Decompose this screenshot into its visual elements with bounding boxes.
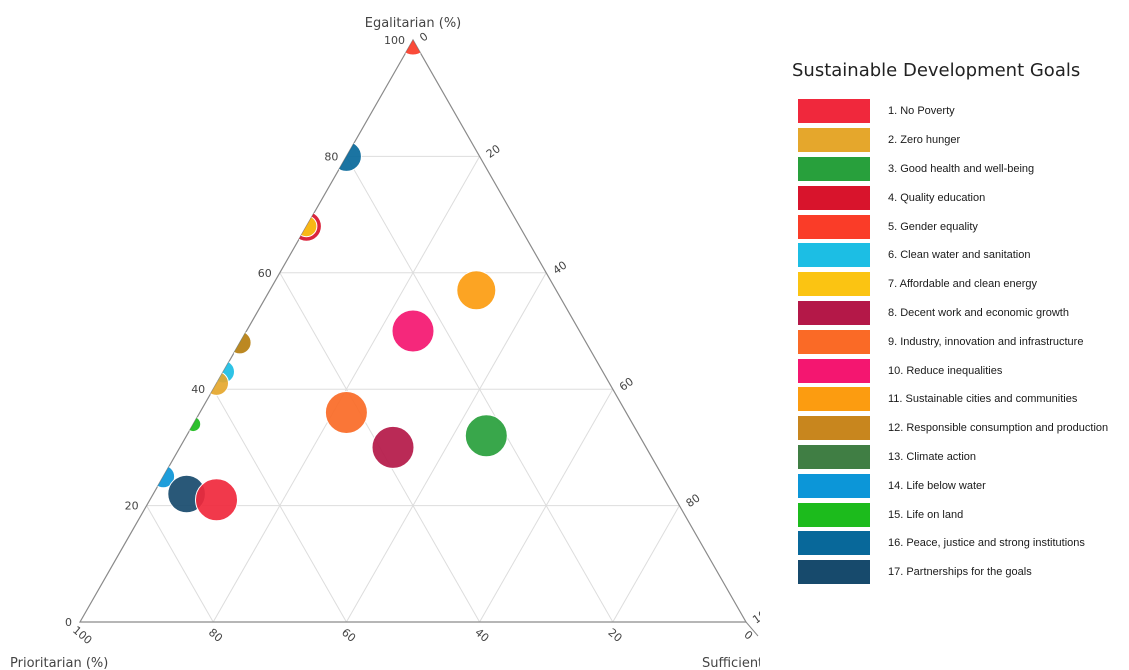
data-point-sdg-3 bbox=[464, 414, 508, 458]
gridline-sufficientarian bbox=[345, 272, 547, 623]
legend-item: 11. Sustainable cities and communities bbox=[792, 385, 1129, 414]
triangle-frame bbox=[78, 38, 759, 637]
legend-swatch bbox=[798, 329, 870, 354]
legend-label: 5. Gender equality bbox=[888, 220, 978, 233]
legend-swatch bbox=[798, 99, 870, 124]
legend-item: 2. Zero hunger bbox=[792, 126, 1129, 155]
tick-label-egalitarian: 20 bbox=[125, 500, 139, 513]
legend-label: 2. Zero hunger bbox=[888, 134, 961, 147]
legend-item: 1. No Poverty bbox=[792, 97, 1129, 126]
tick-label-egalitarian: 60 bbox=[258, 267, 272, 280]
legend-label: 16. Peace, justice and strong institutio… bbox=[888, 537, 1085, 550]
tick-label-egalitarian: 40 bbox=[191, 383, 205, 396]
legend-item: 3. Good health and well-being bbox=[792, 155, 1129, 184]
tick-label-sufficientarian: 60 bbox=[617, 375, 636, 394]
data-point-sdg-1 bbox=[195, 478, 238, 522]
axis-titles: Egalitarian (%) Prioritarian (%) Sufficien… bbox=[10, 16, 760, 670]
legend-item: 4. Quality education bbox=[792, 183, 1129, 212]
tick-label-sufficientarian: 0 bbox=[417, 30, 430, 45]
gridline-sufficientarian bbox=[479, 388, 614, 623]
legend: Sustainable Development Goals 1. No Pove… bbox=[792, 60, 1129, 587]
legend-swatch bbox=[798, 416, 870, 441]
data-point-sdg-10 bbox=[391, 309, 435, 353]
legend-item: 12. Responsible consumption and producti… bbox=[792, 414, 1129, 443]
tick-label-sufficientarian: 100 bbox=[750, 604, 760, 627]
legend-swatch bbox=[798, 444, 870, 469]
tick-label-egalitarian: 0 bbox=[65, 616, 72, 629]
legend-label: 10. Reduce inequalities bbox=[888, 364, 1003, 377]
legend-swatch bbox=[798, 156, 870, 181]
data-points bbox=[151, 40, 508, 522]
axis-title-sufficientarian: Sufficientarian (%) bbox=[702, 656, 760, 670]
data-point-sdg-8 bbox=[371, 425, 415, 469]
legend-item: 15. Life on land bbox=[792, 500, 1129, 529]
legend-label: 7. Affordable and clean energy bbox=[888, 278, 1038, 291]
legend-item: 6. Clean water and sanitation bbox=[792, 241, 1129, 270]
gridline-sufficientarian bbox=[612, 505, 680, 623]
legend-swatch bbox=[798, 128, 870, 153]
legend-swatch bbox=[798, 300, 870, 325]
legend-swatch bbox=[798, 358, 870, 383]
legend-swatch bbox=[798, 185, 870, 210]
legend-item: 10. Reduce inequalities bbox=[792, 356, 1129, 385]
points-group bbox=[151, 40, 508, 522]
tick-label-prioritarian: 100 bbox=[70, 624, 94, 647]
legend-label: 12. Responsible consumption and producti… bbox=[888, 422, 1109, 435]
data-point-sdg-9 bbox=[324, 391, 368, 434]
axis-title-egalitarian: Egalitarian (%) bbox=[365, 16, 462, 31]
tick-label-prioritarian: 0 bbox=[741, 628, 755, 642]
legend-item: 9. Industry, innovation and infrastructu… bbox=[792, 327, 1129, 356]
legend-label: 11. Sustainable cities and communities bbox=[888, 393, 1078, 406]
legend-title: Sustainable Development Goals bbox=[792, 60, 1081, 81]
legend-item: 13. Climate action bbox=[792, 443, 1129, 472]
legend-swatch bbox=[798, 473, 870, 498]
tick-label-prioritarian: 80 bbox=[206, 626, 225, 645]
gridline-prioritarian bbox=[146, 505, 214, 623]
triangle-outline bbox=[78, 38, 748, 623]
tick-label-sufficientarian: 80 bbox=[684, 491, 703, 510]
axis-extension bbox=[745, 621, 759, 637]
legend-item: 17. Partnerships for the goals bbox=[792, 558, 1129, 587]
legend-label: 1. No Poverty bbox=[888, 105, 955, 118]
legend-label: 14. Life below water bbox=[888, 479, 986, 492]
legend-label: 3. Good health and well-being bbox=[888, 162, 1035, 175]
legend-item: 7. Affordable and clean energy bbox=[792, 270, 1129, 299]
legend-swatch bbox=[798, 502, 870, 527]
legend-item: 8. Decent work and economic growth bbox=[792, 299, 1129, 328]
tick-label-sufficientarian: 40 bbox=[550, 259, 569, 278]
tick-label-prioritarian: 40 bbox=[472, 626, 491, 645]
gridline-prioritarian bbox=[212, 388, 347, 623]
legend-item: 16. Peace, justice and strong institutio… bbox=[792, 529, 1129, 558]
legend-label: 15. Life on land bbox=[888, 508, 964, 521]
legend-label: 4. Quality education bbox=[888, 191, 986, 204]
legend-item: 5. Gender equality bbox=[792, 212, 1129, 241]
legend-label: 6. Clean water and sanitation bbox=[888, 249, 1031, 262]
data-point-sdg-11 bbox=[456, 270, 497, 311]
legend-item: 14. Life below water bbox=[792, 471, 1129, 500]
legend-swatch bbox=[798, 243, 870, 268]
legend-swatch bbox=[798, 387, 870, 412]
tick-label-egalitarian: 100 bbox=[384, 34, 405, 47]
legend-swatch bbox=[798, 560, 870, 585]
legend-label: 17. Partnerships for the goals bbox=[888, 566, 1032, 579]
legend-label: 9. Industry, innovation and infrastructu… bbox=[888, 335, 1084, 348]
legend-swatch bbox=[798, 214, 870, 239]
legend-swatch bbox=[798, 272, 870, 297]
legend-label: 13. Climate action bbox=[888, 450, 977, 463]
legend-label: 8. Decent work and economic growth bbox=[888, 306, 1069, 319]
legend-list: 1. No Poverty 2. Zero hunger 3. Good healt… bbox=[792, 97, 1129, 587]
tick-label-prioritarian: 60 bbox=[339, 626, 358, 645]
tick-label-egalitarian: 80 bbox=[324, 150, 338, 163]
tick-label-prioritarian: 20 bbox=[606, 626, 625, 645]
tick-label-sufficientarian: 20 bbox=[484, 142, 503, 161]
axis-title-prioritarian: Prioritarian (%) bbox=[10, 656, 108, 670]
legend-swatch bbox=[798, 531, 870, 556]
